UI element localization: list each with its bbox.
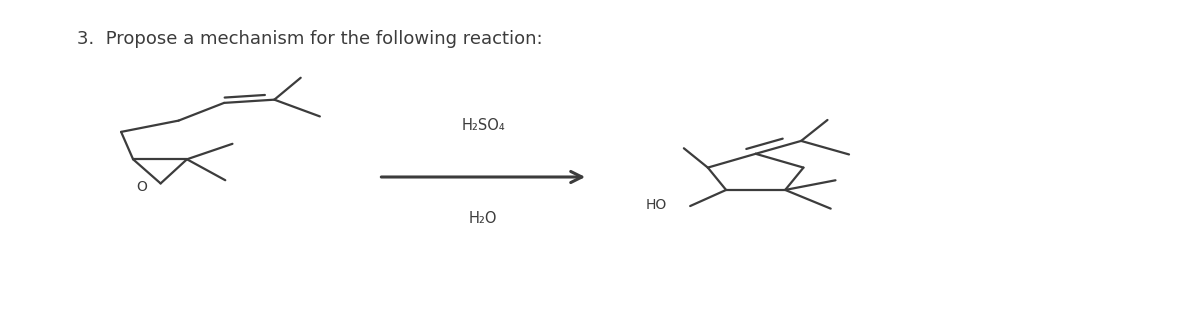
Text: H₂SO₄: H₂SO₄ bbox=[462, 119, 505, 134]
Text: O: O bbox=[136, 180, 146, 194]
Text: 3.  Propose a mechanism for the following reaction:: 3. Propose a mechanism for the following… bbox=[77, 31, 542, 48]
Text: HO: HO bbox=[646, 198, 667, 212]
Text: H₂O: H₂O bbox=[469, 211, 498, 226]
